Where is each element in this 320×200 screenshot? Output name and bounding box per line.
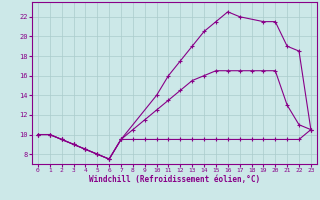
X-axis label: Windchill (Refroidissement éolien,°C): Windchill (Refroidissement éolien,°C) — [89, 175, 260, 184]
